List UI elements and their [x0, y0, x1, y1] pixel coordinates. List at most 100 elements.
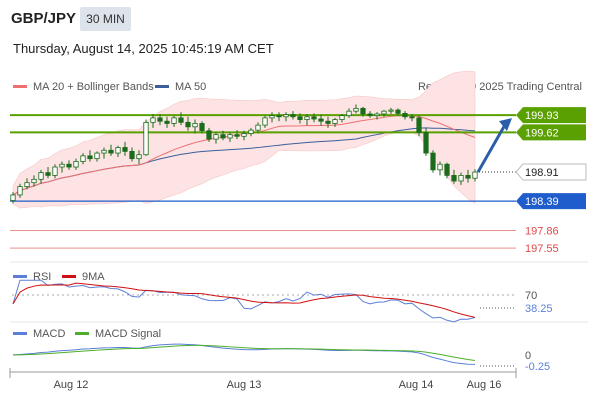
candle-body — [227, 134, 233, 139]
candle-body — [444, 163, 450, 176]
macd-signal-line — [12, 344, 476, 362]
rsi-line — [12, 279, 476, 323]
candle-body — [339, 115, 345, 120]
candle-body — [52, 166, 58, 176]
x-tick-label: Aug 12 — [54, 379, 89, 391]
macd-line — [12, 343, 476, 365]
candle-body — [17, 186, 23, 196]
candle-body — [297, 116, 303, 120]
target-price-label: 197.86 — [525, 226, 559, 238]
ma9-legend-swatch — [62, 275, 76, 278]
candle-body — [73, 161, 79, 168]
candle-body — [451, 175, 457, 182]
symbol-title: GBP/JPY — [11, 10, 77, 27]
candle-body — [129, 150, 135, 160]
candle-body — [465, 175, 471, 179]
chart-header: GBP/JPY 30 MIN Thursday, August 14, 2025… — [0, 0, 590, 64]
rsi-ma9-line — [12, 282, 476, 318]
resistance-price-label: 199.62 — [525, 127, 559, 139]
current-price-label: 198.91 — [525, 167, 559, 179]
candle-body — [262, 117, 268, 126]
macd-signal-legend-swatch — [75, 332, 89, 335]
candle-body — [234, 134, 240, 137]
candle-body — [45, 172, 51, 176]
x-tick-label: Aug 16 — [467, 379, 502, 391]
candle-body — [94, 152, 100, 160]
candle-body — [31, 178, 37, 184]
candle-body — [157, 117, 163, 122]
candle-body — [395, 109, 401, 114]
rsi-70-label: 70 — [525, 290, 537, 302]
candle-body — [318, 118, 324, 122]
x-tick-label: Aug 14 — [399, 379, 434, 391]
candle-body — [199, 123, 205, 132]
candle-body — [101, 149, 107, 154]
macd-legend-swatch — [13, 332, 27, 335]
candle-body — [59, 163, 65, 168]
candle-body — [108, 149, 114, 154]
candle-body — [143, 121, 149, 156]
candle-body — [416, 117, 422, 133]
candle-body — [472, 171, 478, 179]
candle-body — [115, 147, 121, 154]
support-price-label: 198.39 — [525, 196, 559, 208]
macd-signal-legend-label: MACD Signal — [95, 328, 161, 340]
candle-body — [80, 155, 86, 162]
support-price-tag — [516, 193, 586, 210]
candle-body — [283, 114, 289, 118]
candle-body — [150, 117, 156, 123]
rsi-legend-swatch — [13, 275, 27, 278]
ma20-legend-swatch — [13, 85, 27, 88]
candle-body — [164, 120, 170, 124]
candle-body — [409, 116, 415, 119]
candle-body — [367, 113, 373, 117]
resistance-price-tag — [516, 124, 586, 141]
candle-body — [136, 154, 142, 160]
x-tick-label: Aug 13 — [227, 379, 262, 391]
candle-body — [276, 115, 282, 118]
candle-body — [248, 129, 254, 134]
candle-body — [381, 110, 387, 115]
candle-body — [206, 130, 212, 140]
datetime-label: Thursday, August 14, 2025 10:45:19 AM CE… — [13, 41, 274, 56]
rsi-value-label: 38.25 — [525, 303, 553, 315]
candle-body — [38, 172, 44, 180]
target-price-label: 197.55 — [525, 243, 559, 255]
candle-body — [388, 109, 394, 112]
candle-body — [304, 116, 310, 120]
forecast-arrow-head — [499, 118, 512, 132]
macd-zero-label: 0 — [525, 350, 531, 362]
candle-body — [269, 115, 275, 119]
candle-body — [241, 133, 247, 137]
candle-body — [311, 116, 317, 120]
candle-body — [423, 131, 429, 154]
candle-body — [122, 147, 128, 152]
ma9-legend-label: 9MA — [82, 271, 105, 283]
forecast-arrow-shaft — [476, 122, 508, 173]
ma20-legend-label: MA 20 + Bollinger Bands — [33, 81, 154, 93]
current-price-tag — [515, 163, 587, 181]
candle-body — [213, 134, 219, 140]
macd-legend-label: MACD — [33, 328, 65, 340]
candle-body — [220, 134, 226, 139]
candle-body — [66, 163, 72, 168]
candle-body — [458, 175, 464, 182]
ma50-legend-swatch — [155, 85, 169, 88]
candle-body — [325, 120, 331, 124]
candle-body — [10, 194, 16, 201]
candle-body — [87, 155, 93, 160]
candle-body — [346, 110, 352, 117]
candle-body — [185, 121, 191, 128]
resistance-price-tag — [516, 107, 586, 124]
candle-body — [430, 152, 436, 171]
candle-body — [353, 107, 359, 112]
candle-body — [171, 117, 177, 124]
candle-body — [192, 123, 198, 128]
resistance-price-label: 199.93 — [525, 110, 559, 122]
candle-body — [402, 113, 408, 118]
candle-body — [360, 107, 366, 115]
ma50-legend-label: MA 50 — [175, 81, 206, 93]
candle-body — [178, 117, 184, 123]
timeframe-button[interactable]: 30 MIN — [80, 7, 131, 31]
